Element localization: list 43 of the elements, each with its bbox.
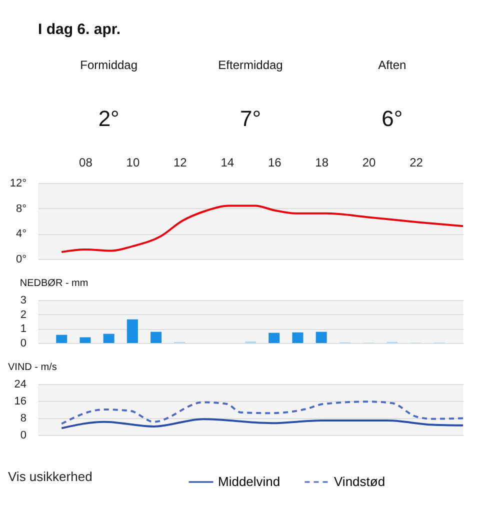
line-series (60, 418, 464, 430)
y-tick-label: 2 (20, 308, 26, 321)
bar (316, 332, 327, 343)
data-label: 7° (240, 106, 262, 131)
y-tick-label: 12° (10, 178, 26, 190)
bar (268, 332, 280, 343)
data-label: 6° (382, 106, 403, 131)
text: I dag 6. apr. (38, 21, 121, 38)
y-tick-label: 24 (14, 378, 26, 390)
data-label: 2° (98, 106, 120, 131)
category-label: Aften (378, 58, 406, 72)
y-tick-label: 4° (16, 228, 26, 240)
y-tick-label: 8° (16, 202, 26, 215)
x-tick-label: 22 (410, 156, 424, 170)
x-tick-label: 12 (173, 156, 188, 170)
y-tick-label: 3 (20, 294, 26, 306)
bar (103, 334, 114, 343)
y-tick-label: 16 (14, 396, 26, 408)
y-tick-label: 8 (20, 412, 26, 424)
x-tick-label: 18 (315, 156, 329, 170)
y-tick-label: 0° (16, 254, 26, 266)
category-label: Eftermiddag (218, 58, 283, 72)
line-series (60, 400, 464, 425)
chart-title: VIND - m/s (8, 362, 57, 373)
bar (126, 319, 138, 343)
x-tick-label: 08 (79, 156, 93, 170)
y-tick-label: 0 (20, 430, 26, 442)
category-label: Formiddag (80, 58, 138, 72)
x-tick-label: 16 (268, 156, 282, 170)
text: Vis usikkerhed (8, 469, 92, 484)
x-tick-label: 20 (362, 156, 376, 170)
x-tick-label: 10 (126, 156, 140, 170)
legend-label: Middelvind (218, 474, 280, 489)
bar (80, 337, 91, 343)
bar (56, 334, 68, 343)
line-series (60, 204, 464, 254)
bar (150, 332, 162, 343)
chart-title: NEDBØR - mm (20, 278, 88, 289)
x-tick-label: 14 (220, 156, 234, 170)
legend-label: Vindstød (334, 474, 386, 489)
y-tick-label: 1 (20, 323, 26, 336)
bar (292, 332, 304, 343)
y-tick-label: 0 (20, 338, 26, 350)
